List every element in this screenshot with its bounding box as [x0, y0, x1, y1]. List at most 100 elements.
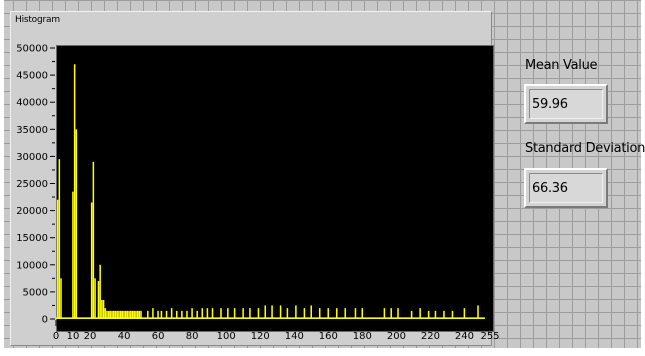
histogram-title: Histogram [15, 15, 60, 25]
histogram-baseline-fill [56, 317, 485, 319]
x-tick-label: 0 [53, 331, 59, 342]
y-tick-label: 0 [42, 315, 48, 326]
x-axis: 0 10 20 40 60 80 100 120 140 160 180 200 220 240 255 [53, 320, 500, 342]
histogram-bar [160, 310, 163, 319]
histogram-bar [443, 310, 445, 319]
histogram-bar [191, 308, 193, 319]
histogram-bars [56, 64, 485, 319]
histogram-bar [60, 278, 62, 319]
histogram-bar [233, 308, 236, 319]
histogram-bar [109, 310, 112, 319]
histogram-bar [58, 159, 61, 319]
histogram-bar [56, 199, 59, 319]
histogram-bar [327, 308, 329, 319]
histogram-bar [286, 308, 289, 319]
standard-deviation-label: Standard Deviation [525, 141, 645, 156]
histogram-bar [157, 310, 159, 319]
histogram-bar [113, 310, 115, 319]
histogram-bar [123, 310, 125, 319]
x-tick-label: 200 [387, 331, 406, 342]
x-tick-label: 120 [251, 331, 270, 342]
y-tick-label: 50000 [16, 44, 48, 55]
histogram-bar [97, 281, 100, 319]
mean-value: 59.96 [532, 97, 568, 112]
histogram-bar [170, 308, 173, 319]
histogram-bar [114, 310, 117, 319]
histogram-bar [147, 310, 149, 319]
y-tick-label: 15000 [16, 233, 48, 244]
histogram-bar [410, 310, 413, 319]
histogram-bar [463, 308, 466, 319]
histogram-bar [140, 310, 142, 319]
histogram-bar [335, 308, 338, 319]
histogram-bar [344, 308, 347, 319]
histogram-bar [242, 308, 244, 319]
histogram-bar [73, 64, 76, 319]
histogram-bar [206, 308, 209, 319]
histogram-bar [119, 310, 122, 319]
y-tick-label: 5000 [23, 287, 48, 298]
histogram-bar [354, 308, 357, 319]
histogram-bar [90, 202, 93, 319]
standard-deviation-display: 66.36 [529, 173, 603, 203]
histogram-bar [295, 305, 297, 319]
x-tick-label: 80 [186, 331, 199, 342]
histogram-bar [104, 308, 107, 319]
y-tick-label: 25000 [16, 179, 48, 190]
histogram-bar [102, 300, 105, 319]
histogram-bar [72, 191, 74, 319]
histogram-bar [128, 310, 130, 319]
x-tick-label: 220 [421, 331, 440, 342]
histogram-bar [101, 300, 103, 319]
histogram-bar [106, 310, 108, 319]
x-tick-label: 240 [455, 331, 474, 342]
x-tick-label: 60 [152, 331, 165, 342]
histogram-bar [211, 308, 214, 319]
y-tick-label: 35000 [16, 125, 48, 136]
histogram-bar [175, 310, 178, 319]
histogram-bar [427, 310, 430, 319]
y-axis: 0 5000 10000 15000 20000 25000 30000 35000 40000… [16, 44, 55, 326]
border-left [0, 0, 4, 356]
histogram-bar [94, 278, 96, 319]
histogram-plot-area[interactable] [56, 45, 494, 332]
histogram-bar [451, 310, 454, 319]
standard-deviation-indicator: 66.36 [524, 168, 608, 208]
histogram-bar [135, 310, 137, 319]
histogram-bar [249, 308, 251, 319]
histogram-bar [152, 308, 154, 319]
histogram-bar [257, 308, 260, 319]
histogram-bar [264, 305, 267, 319]
x-tick-label: 180 [353, 331, 372, 342]
x-tick-label: 40 [118, 331, 131, 342]
histogram-bar [383, 308, 386, 319]
x-tick-label: 160 [319, 331, 338, 342]
histogram-bar [126, 310, 129, 319]
x-tick-label: 20 [84, 331, 97, 342]
histogram-bar [99, 264, 101, 319]
histogram-bar [196, 310, 198, 319]
histogram-bar [111, 310, 113, 319]
histogram-bar [124, 310, 127, 319]
histogram-bar [419, 308, 421, 319]
histogram-bar [75, 129, 78, 319]
histogram-bar [361, 308, 364, 319]
histogram-bar [121, 310, 124, 319]
histogram-bar [434, 310, 437, 319]
histogram-bar [130, 310, 132, 319]
y-tick-label: 40000 [16, 98, 48, 109]
histogram-bar [181, 310, 183, 319]
histogram-bar [131, 310, 134, 319]
x-tick-label: 10 [67, 331, 80, 342]
histogram-bar [118, 310, 120, 319]
x-tick-label: 140 [285, 331, 304, 342]
histogram-bar [201, 308, 204, 319]
histogram-bar [318, 308, 321, 319]
y-tick-label: 10000 [16, 260, 48, 271]
y-tick-label: 45000 [16, 71, 48, 82]
histogram-bar [271, 305, 273, 319]
border-bottom [0, 348, 645, 356]
histogram-bar [477, 305, 479, 319]
histogram-bar [92, 161, 95, 319]
